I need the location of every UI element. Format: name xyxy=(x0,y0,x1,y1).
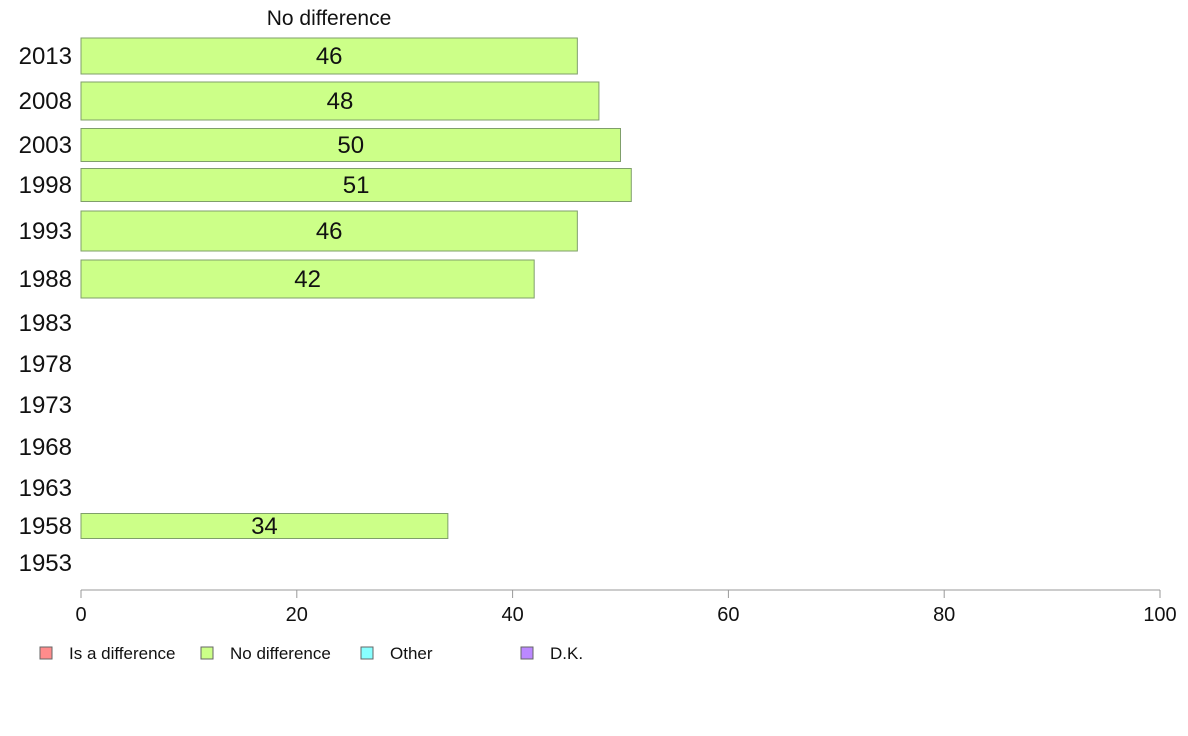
category-label-2003: 2003 xyxy=(19,132,72,159)
legend: Is a difference No difference Other D.K. xyxy=(39,644,583,663)
legend-swatch-d-k xyxy=(520,646,534,660)
legend-label-no-difference: No difference xyxy=(230,644,331,663)
bar-label-2008: 48 xyxy=(327,88,354,115)
x-tick-label-80: 80 xyxy=(933,604,955,626)
x-tick-label-60: 60 xyxy=(717,604,739,626)
category-label-1953: 1953 xyxy=(19,550,72,577)
x-tick-label-20: 20 xyxy=(286,604,308,626)
category-label-1958: 1958 xyxy=(19,513,72,540)
category-label-2008: 2008 xyxy=(19,88,72,115)
category-label-1988: 1988 xyxy=(19,266,72,293)
category-label-1963: 1963 xyxy=(19,475,72,502)
bar-1998 xyxy=(80,168,632,202)
bar-2013 xyxy=(80,37,578,75)
bar-2008 xyxy=(80,81,600,121)
legend-swatch-no-difference xyxy=(200,646,214,660)
category-label-1983: 1983 xyxy=(19,310,72,337)
x-tick-label-100: 100 xyxy=(1143,604,1176,626)
category-label-1968: 1968 xyxy=(19,434,72,461)
bar-1958 xyxy=(80,513,449,539)
legend-label-is-a-difference: Is a difference xyxy=(69,644,175,663)
x-tick-label-0: 0 xyxy=(75,604,86,626)
bar-2003 xyxy=(80,128,621,162)
x-tick-label-40: 40 xyxy=(501,604,523,626)
bar-label-2003: 50 xyxy=(337,132,364,159)
category-label-1993: 1993 xyxy=(19,218,72,245)
category-label-1978: 1978 xyxy=(19,351,72,378)
chart-title: No difference xyxy=(267,7,392,30)
x-axis: 0 20 40 60 80 100 xyxy=(75,589,1177,626)
bar-label-1958: 34 xyxy=(251,513,278,540)
bar-label-1993: 46 xyxy=(316,218,343,245)
bar-label-2013: 46 xyxy=(316,43,343,70)
bar-1988 xyxy=(80,259,535,299)
legend-swatch-other xyxy=(360,646,374,660)
legend-label-other: Other xyxy=(390,644,433,663)
category-labels: 2013 2008 2003 1998 1993 1988 1983 1978 1973 1968… xyxy=(19,43,72,577)
legend-swatch-is-a-difference xyxy=(39,646,53,660)
category-label-2013: 2013 xyxy=(19,43,72,70)
category-label-1998: 1998 xyxy=(19,172,72,199)
bar-label-1998: 51 xyxy=(343,172,370,199)
legend-label-d-k: D.K. xyxy=(550,644,583,663)
bar-label-1988: 42 xyxy=(294,266,321,293)
category-label-1973: 1973 xyxy=(19,392,72,419)
bar-1993 xyxy=(80,210,578,252)
